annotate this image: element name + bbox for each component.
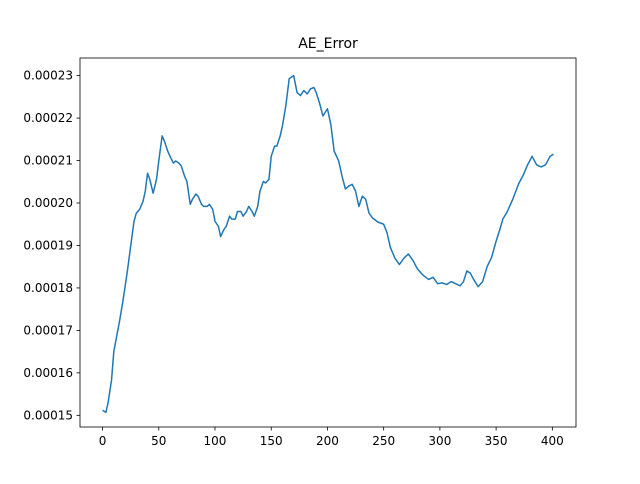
y-tick-label: 0.00019 <box>23 238 73 252</box>
x-tick-label: 150 <box>260 434 283 448</box>
y-tick-label: 0.00017 <box>23 323 73 337</box>
x-tick-label: 50 <box>151 434 166 448</box>
y-tick-label: 0.00016 <box>23 366 73 380</box>
x-tick-label: 200 <box>316 434 339 448</box>
y-tick-label: 0.00023 <box>23 69 73 83</box>
y-tick-label: 0.00021 <box>23 154 73 168</box>
y-tick-label: 0.00020 <box>23 196 73 210</box>
y-tick-label: 0.00022 <box>23 111 73 125</box>
y-tick-label: 0.00018 <box>23 281 73 295</box>
axes-frame <box>79 57 577 428</box>
x-tick-label: 0 <box>99 434 107 448</box>
x-tick-label: 400 <box>541 434 564 448</box>
y-tick-label: 0.00015 <box>23 408 73 422</box>
x-tick-label: 300 <box>428 434 451 448</box>
x-tick-label: 350 <box>485 434 508 448</box>
x-tick-label: 250 <box>372 434 395 448</box>
x-tick-label: 100 <box>204 434 227 448</box>
chart-title: AE_Error <box>298 36 358 52</box>
line-series <box>102 74 554 414</box>
